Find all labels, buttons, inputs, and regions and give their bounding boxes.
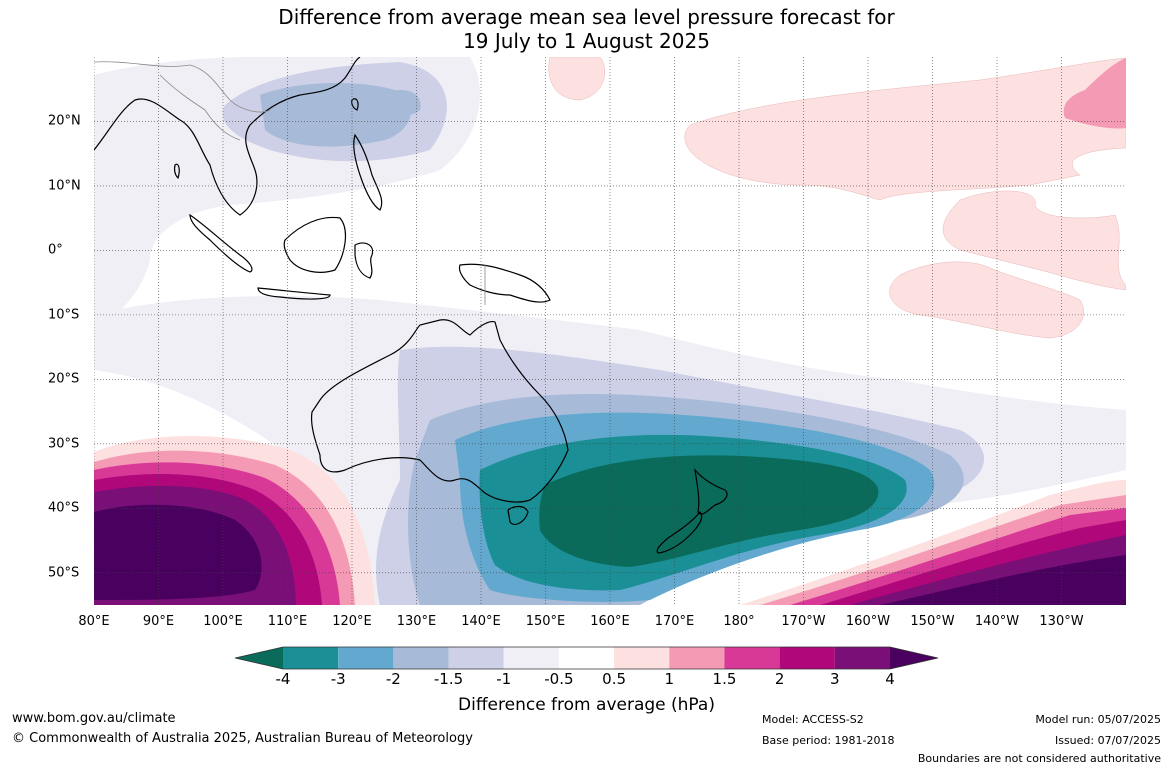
colorbar-tick-label: 4 xyxy=(885,670,895,688)
colorbar-segment xyxy=(448,647,504,669)
longitude-label: 100°E xyxy=(203,614,243,629)
philippines-coast xyxy=(353,133,383,211)
longitude-label: 150°E xyxy=(525,614,566,629)
sri-lanka-coast xyxy=(174,163,180,180)
model-name: Model: ACCESS-S2 xyxy=(762,713,864,726)
anomaly-plus1-npac xyxy=(1063,58,1126,129)
boundaries-disclaimer: Boundaries are not considered authoritat… xyxy=(917,752,1161,765)
latitude-label: 20°S xyxy=(48,371,80,387)
longitude-label: 120°E xyxy=(332,614,372,629)
latitude-label: 30°S xyxy=(48,436,80,452)
colorbar-tick-label: 1.5 xyxy=(712,670,737,688)
colorbar-segment xyxy=(393,647,449,669)
colorbar-segment xyxy=(558,647,615,669)
tasmania-coast xyxy=(507,505,529,525)
latitude-label: 50°S xyxy=(48,565,80,581)
latitude-label: 0° xyxy=(48,242,63,258)
java-coast xyxy=(257,287,331,300)
nz-north-island xyxy=(694,468,728,515)
longitude-label: 180° xyxy=(723,614,755,629)
colorbar-outline xyxy=(234,646,939,670)
sumatra-coast xyxy=(189,213,253,273)
new-guinea-coast xyxy=(458,263,551,303)
australia-coast xyxy=(310,319,569,503)
colorbar-tick-label: 1 xyxy=(664,670,675,688)
longitude-label: 160°W xyxy=(845,614,891,629)
longitude-label: 160°E xyxy=(590,614,630,629)
latitude-label: 10°N xyxy=(48,178,81,194)
website-link[interactable]: www.bom.gov.au/climate xyxy=(12,711,176,726)
longitude-label: 130°W xyxy=(1039,614,1084,629)
longitude-label: 130°E xyxy=(396,614,437,629)
longitude-label: 90°E xyxy=(142,614,175,629)
country-borders xyxy=(94,61,486,305)
anomaly-plus4-se xyxy=(880,555,1126,605)
anomaly-plus0p5-npac xyxy=(548,57,1126,339)
model-run-date: Model run: 05/07/2025 xyxy=(1035,713,1161,726)
latitude-label: 40°S xyxy=(48,500,80,516)
nz-south-island xyxy=(656,511,703,554)
borneo-coast xyxy=(283,216,347,273)
colorbar-label: Difference from average (hPa) xyxy=(458,695,715,715)
issued-date: Issued: 07/07/2025 xyxy=(1054,734,1161,747)
coastlines xyxy=(94,57,728,554)
latitude-label: 20°N xyxy=(48,113,81,129)
anomaly-plus4-west xyxy=(94,504,262,600)
colorbar-tick-label: -1 xyxy=(496,670,512,688)
longitude-label: 140°E xyxy=(461,614,501,629)
copyright-text: © Commonwealth of Australia 2025, Austra… xyxy=(12,731,473,746)
longitude-label: 80°E xyxy=(78,614,110,629)
graticule xyxy=(94,57,1126,605)
colorbar-max-arrow xyxy=(890,647,938,669)
longitude-label: 170°E xyxy=(654,614,695,629)
colorbar-min-arrow xyxy=(235,647,283,669)
taiwan-coast xyxy=(351,98,359,111)
colorbar-tick-label: -2 xyxy=(385,670,401,688)
colorbar-segment xyxy=(724,647,780,669)
colorbar-segment xyxy=(503,647,559,669)
colorbar-segment xyxy=(669,647,725,669)
colorbar-tick-label: -1.5 xyxy=(433,670,464,688)
longitude-label: 150°W xyxy=(910,614,955,629)
colorbar-tick-label: 2 xyxy=(774,670,785,688)
colorbar-tick-label: 3 xyxy=(830,670,840,688)
sulawesi-coast xyxy=(354,242,374,279)
longitude-label: 140°W xyxy=(974,614,1020,629)
colorbar-segment xyxy=(614,647,670,669)
colorbar-segment xyxy=(283,647,339,669)
latitude-label: 10°S xyxy=(48,307,80,323)
colorbar-segment xyxy=(779,647,835,669)
chart-title-line1: Difference from average mean sea level p… xyxy=(278,5,895,29)
colorbar-segment xyxy=(338,647,394,669)
longitude-label: 110°E xyxy=(267,614,308,629)
chart-title-line2: 19 July to 1 August 2025 xyxy=(463,29,710,53)
colorbar-segment xyxy=(834,647,890,669)
anomaly-minus0p5-nw xyxy=(94,314,171,365)
asia-coast xyxy=(94,57,361,216)
colorbar-tick-label: -4 xyxy=(275,670,291,688)
anomaly-minus4 xyxy=(539,455,879,567)
colorbar-tick-label: -0.5 xyxy=(544,670,574,688)
base-period: Base period: 1981-2018 xyxy=(762,734,895,747)
colorbar-tick-label: 0.5 xyxy=(602,670,627,688)
colorbar-tick-label: -3 xyxy=(330,670,346,688)
longitude-label: 170°W xyxy=(781,614,826,629)
